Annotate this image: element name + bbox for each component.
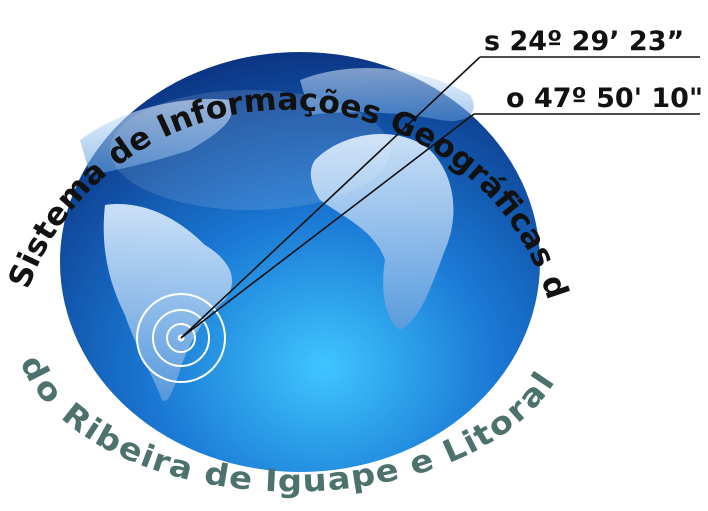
longitude: o 47º 50' 10": [506, 83, 703, 114]
logo: s 24º 29’ 23” o 47º 50' 10" Sistema de I…: [0, 0, 708, 511]
page: {"logo": { "title_arc": "Sistema de Info…: [0, 0, 708, 511]
latitude: s 24º 29’ 23”: [484, 26, 684, 57]
